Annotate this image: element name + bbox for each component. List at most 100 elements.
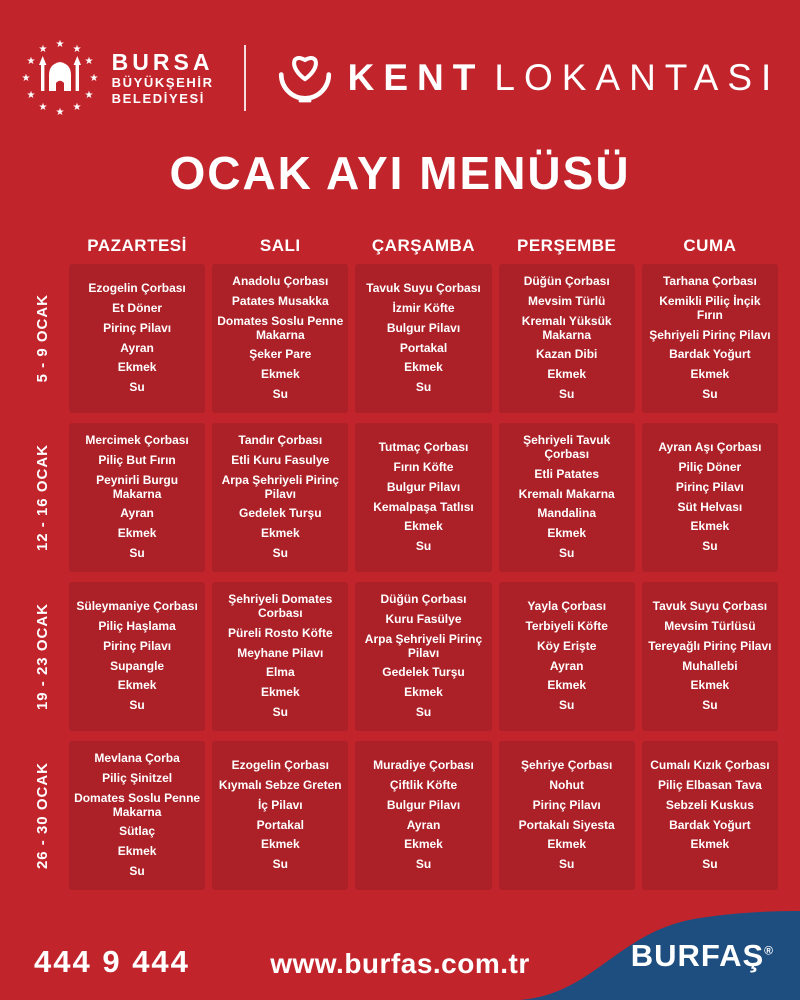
menu-item: Bulgur Pilavı bbox=[386, 320, 461, 335]
menu-item: Pirinç Pilavı bbox=[103, 320, 172, 335]
menu-cell: Düğün Çorbası Kuru Fasülye Arpa Şehriyeli … bbox=[355, 582, 492, 731]
menu-item: Su bbox=[559, 698, 575, 713]
menu-item: Nohut bbox=[549, 777, 585, 792]
svg-text:★: ★ bbox=[84, 90, 93, 101]
menu-item: Etli Patates bbox=[534, 466, 600, 481]
menu-item: Bardak Yoğurt bbox=[669, 817, 751, 832]
menu-item: Su bbox=[272, 704, 288, 719]
menu-item: Meyhane Pilavı bbox=[237, 645, 324, 660]
menu-item: Pirinç Pilavı bbox=[532, 797, 601, 812]
menu-item: Bulgur Pilavı bbox=[386, 797, 461, 812]
menu-item: Tutmaç Çorbası bbox=[378, 440, 469, 455]
week-label-text: 19 - 23 OCAK bbox=[33, 602, 51, 711]
week-row-2: 12 - 16 OCAK Mercimek Çorbası Piliç But F… bbox=[22, 423, 778, 572]
menu-item: Ayran bbox=[120, 340, 154, 355]
svg-text:★: ★ bbox=[38, 44, 47, 55]
menu-item: Kuru Fasülye bbox=[385, 612, 462, 626]
menu-item: Ekmek bbox=[260, 367, 300, 382]
menu-item: Su bbox=[129, 698, 145, 713]
menu-item: Süleymaniye Çorbası bbox=[76, 599, 198, 614]
menu-item: Mevsim Türlü bbox=[528, 294, 606, 308]
menu-item: Su bbox=[559, 545, 575, 560]
header: ★ ★ ★ ★ ★ ★ ★ ★ ★ ★ ★ ★ BURSA BÜYÜKŞEHİR BELEDİY… bbox=[0, 34, 800, 122]
week-label: 5 - 9 OCAK bbox=[22, 264, 62, 413]
menu-item: Portakalı Siyesta bbox=[518, 817, 615, 832]
menu-item: Düğün Çorbası bbox=[380, 592, 467, 607]
menu-cell: Şehriyeli Domates Corbası Püreli Rosto Kö… bbox=[212, 582, 349, 731]
bursa-municipality-name: BURSA BÜYÜKŞEHİR BELEDİYESİ bbox=[112, 50, 214, 105]
menu-cell: Şehriye Çorbası Nohut Pirinç Pilavı Portaka… bbox=[498, 741, 635, 890]
menu-cell: Cumalı Kızık Çorbası Piliç Elbasan Tava Se… bbox=[641, 741, 778, 890]
menu-item: Sebzeli Kuskus bbox=[665, 797, 754, 812]
menu-item: Piliç But Fırın bbox=[98, 453, 176, 467]
menu-item: Muhallebi bbox=[682, 658, 738, 673]
menu-item: Bardak Yoğurt bbox=[669, 347, 751, 362]
menu-item: Mandalina bbox=[537, 506, 597, 521]
svg-text:★: ★ bbox=[26, 56, 35, 67]
menu-item: Su bbox=[272, 545, 288, 560]
menu-item: Çiftlik Köfte bbox=[389, 777, 458, 792]
menu-item: Tereyağlı Pirinç Pilavı bbox=[648, 638, 772, 653]
brand-wordmark: KENT LOKANTASI bbox=[348, 57, 781, 99]
menu-item: Su bbox=[415, 380, 432, 395]
svg-text:★: ★ bbox=[21, 73, 30, 84]
day-header-row: PAZARTESİ SALI ÇARŞAMBA PERŞEMBE CUMA bbox=[22, 236, 778, 256]
bursa-emblem-icon: ★★★ ★★★ ★★★ ★ ★★ bbox=[21, 39, 98, 118]
menu-item: İzmir Köfte bbox=[392, 300, 455, 315]
menu-table: PAZARTESİ SALI ÇARŞAMBA PERŞEMBE CUMA 5 … bbox=[22, 236, 778, 900]
menu-item: Kemikli Piliç İnçik Fırın bbox=[659, 294, 761, 322]
week-label: 26 - 30 OCAK bbox=[22, 741, 62, 890]
menu-cell: Düğün Çorbası Mevsim Türlü Kremalı Yüksük … bbox=[498, 264, 635, 413]
brand-word-kent: KENT bbox=[347, 57, 485, 98]
svg-text:★: ★ bbox=[72, 44, 81, 55]
menu-item: Piliç Haşlama bbox=[98, 618, 176, 633]
menu-item: Ekmek bbox=[117, 360, 157, 375]
menu-item: Su bbox=[129, 545, 145, 560]
menu-item: Etli Kuru Fasulye bbox=[231, 453, 330, 467]
menu-cell: Tandır Çorbası Etli Kuru Fasulye Arpa Şehr… bbox=[212, 423, 349, 572]
menu-cell: Ezogelin Çorbası Et Döner Pirinç Pilavı Ayr… bbox=[69, 264, 206, 413]
menu-item: Şehriye Çorbası bbox=[521, 758, 613, 773]
menu-item: Ekmek bbox=[690, 519, 730, 534]
menu-cell: Tarhana Çorbası Kemikli Piliç İnçik Fırın… bbox=[641, 264, 778, 413]
menu-item: Tavuk Suyu Çorbası bbox=[366, 281, 481, 296]
menu-cell: Tutmaç Çorbası Fırın Köfte Bulgur Pilavı Ke… bbox=[355, 423, 492, 572]
page-title: OCAK AYI MENÜSÜ bbox=[169, 147, 631, 199]
menu-item: Et Döner bbox=[112, 300, 163, 315]
menu-cell: Mercimek Çorbası Piliç But Fırın Peynirli … bbox=[69, 423, 206, 572]
menu-item: Tavuk Suyu Çorbası bbox=[652, 599, 768, 614]
menu-item: Ayran bbox=[120, 506, 154, 521]
menu-item: Bulgur Pilavı bbox=[386, 479, 461, 494]
svg-text:★: ★ bbox=[55, 107, 64, 118]
menu-item: Su bbox=[415, 539, 432, 554]
svg-text:★: ★ bbox=[84, 56, 93, 67]
menu-item: Kıymalı Sebze Greten bbox=[218, 777, 342, 792]
svg-text:★: ★ bbox=[89, 73, 98, 84]
footer-phone: 444 9 444 bbox=[34, 944, 190, 979]
menu-cell: Tavuk Suyu Çorbası İzmir Köfte Bulgur Pila… bbox=[355, 264, 492, 413]
day-header-friday: CUMA bbox=[683, 236, 737, 255]
svg-text:★: ★ bbox=[72, 102, 81, 113]
menu-item: Su bbox=[272, 857, 288, 872]
menu-cell: Muradiye Çorbası Çiftlik Köfte Bulgur Pila… bbox=[355, 741, 492, 890]
menu-item: Fırın Köfte bbox=[393, 459, 454, 474]
week-row-4: 26 - 30 OCAK Mevlana Çorba Piliç Şinitzel… bbox=[22, 741, 778, 890]
menu-item: Gedelek Turşu bbox=[239, 506, 322, 521]
week-row-1: 5 - 9 OCAK Ezogelin Çorbası Et Döner Pirin… bbox=[22, 264, 778, 413]
menu-item: Şehriyeli Tavuk Çorbası bbox=[523, 433, 611, 461]
menu-item: Domates Soslu Penne Makarna bbox=[74, 790, 201, 819]
menu-item: Şehriyeli Pirinç Pilavı bbox=[649, 327, 771, 342]
menu-item: Patates Musakka bbox=[231, 294, 329, 308]
menu-item: Ekmek bbox=[547, 678, 587, 693]
bursa-municipality-logo: ★ ★ ★ ★ ★ ★ ★ ★ ★ ★ ★ ★ BURSA BÜYÜKŞEHİR BELEDİY… bbox=[20, 38, 214, 118]
burfas-logo: BURFAŞ® bbox=[631, 938, 774, 974]
footer-website: www.burfas.com.tr bbox=[270, 948, 530, 979]
menu-item: Ekmek bbox=[690, 367, 730, 382]
menu-item: Ekmek bbox=[117, 526, 157, 541]
brand-word-lokantasi: LOKANTASI bbox=[494, 57, 781, 98]
registered-trademark-icon: ® bbox=[764, 943, 774, 958]
svg-text:★: ★ bbox=[55, 39, 64, 50]
menu-item: Şeker Pare bbox=[249, 347, 312, 362]
bursa-name-line1: BURSA bbox=[111, 49, 214, 76]
menu-cell: Şehriyeli Tavuk Çorbası Etli Patates Krema… bbox=[498, 423, 635, 572]
